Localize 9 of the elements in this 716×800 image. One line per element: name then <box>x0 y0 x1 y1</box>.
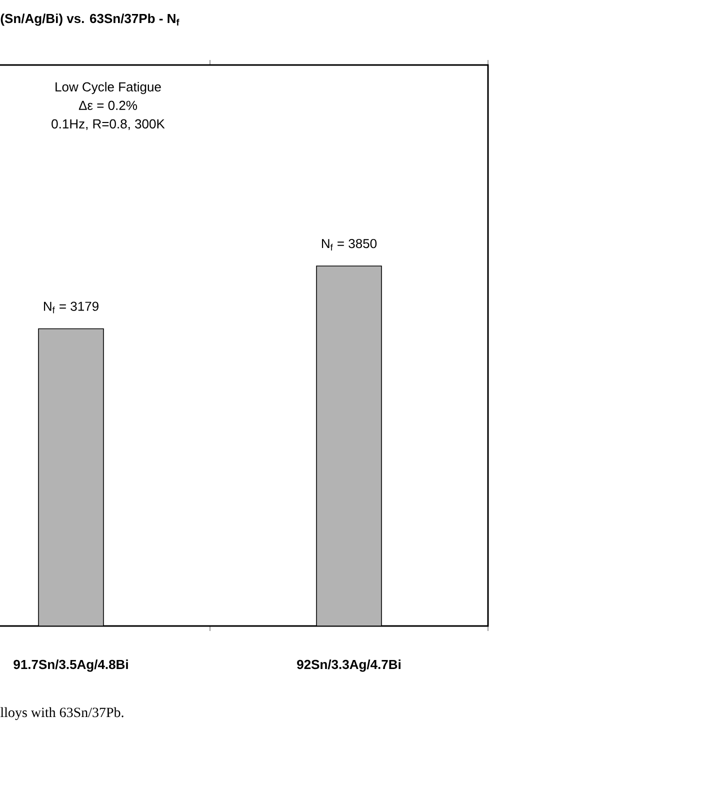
chart-title: (Sn/Ag/Bi) vs. 63Sn/37Pb - N$_{f}$ <box>0 14 180 26</box>
data-label: N$_{f}$ = 3850 <box>322 238 377 250</box>
annotation: 0.1Hz, R=0.8, 300K <box>52 119 165 130</box>
data-label: N$_{f}$ = 3179 <box>44 302 98 314</box>
x-tick-label: 91.7Sn/3.5Ag/4.8Bi <box>14 660 128 672</box>
text: lloys with 63Sn/37Pb. <box>0 707 124 720</box>
annotation: Δε = 0.2% <box>78 100 137 110</box>
annotation: Low Cycle Fatigue <box>56 82 161 94</box>
x-tick-label: 92Sn/3.3Ag/4.7Bi <box>297 660 400 672</box>
